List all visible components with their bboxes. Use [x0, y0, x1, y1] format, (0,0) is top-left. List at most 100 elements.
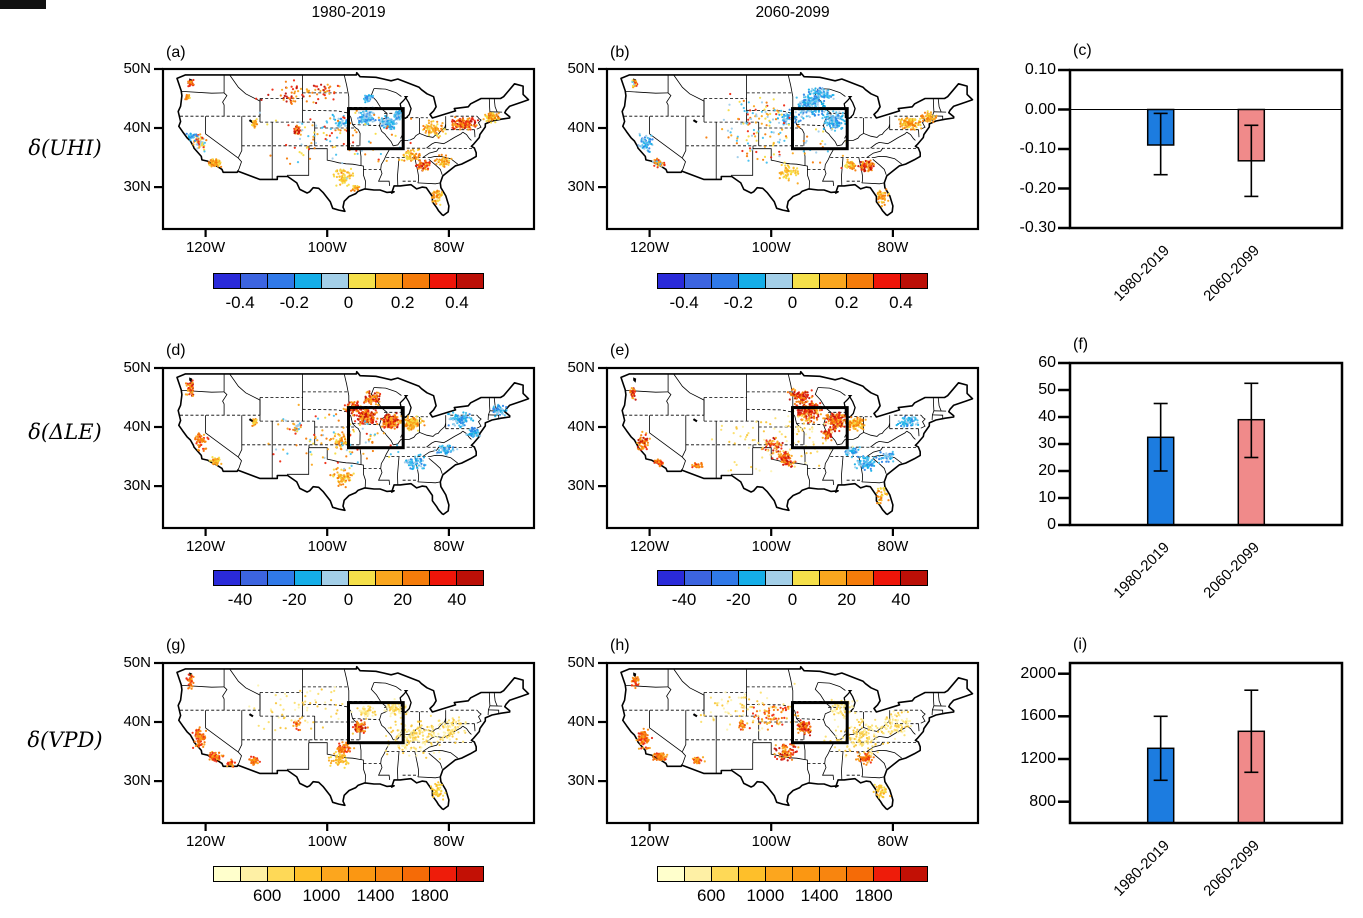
colorbar-segment — [685, 274, 712, 288]
bar-ytick-label: 10 — [1038, 489, 1056, 506]
bar-ytick-label: 1600 — [1020, 707, 1056, 725]
colorbar-strip — [213, 570, 484, 586]
lon-tick-label: 120W — [629, 239, 670, 256]
colorbar-tick-label: 20 — [393, 590, 413, 609]
lat-tick-label: 50N — [567, 60, 595, 77]
lat-tick-label: 40N — [567, 119, 595, 137]
colorbar-segment — [820, 867, 847, 881]
colorbar-tick-label: 0.4 — [889, 293, 913, 312]
colorbar-tick-label: -40 — [227, 590, 253, 609]
lat-tick-label: 40N — [567, 418, 595, 436]
colorbar-segment — [241, 571, 268, 585]
colorbar-tick-label: -0.2 — [279, 293, 309, 312]
colorbar-segment — [874, 274, 901, 288]
colorbar-segment — [685, 571, 712, 585]
colorbar-segment — [241, 274, 268, 288]
colorbar-segment — [457, 571, 483, 585]
lon-tick-label: 80W — [877, 833, 909, 850]
colorbar-strip — [657, 273, 928, 289]
lon-tick-label: 100W — [307, 239, 347, 256]
colorbar-tick-label: 0 — [343, 293, 354, 312]
bar-ytick-label: 50 — [1038, 381, 1056, 398]
colorbar-strip — [657, 570, 928, 586]
lon-tick-label: 80W — [877, 538, 909, 555]
panel-tag-f: (f) — [1073, 336, 1089, 353]
row-label-uhi: δ(UHI) — [28, 136, 102, 160]
lon-tick-label: 120W — [185, 833, 226, 850]
colorbar-tick-label: 0 — [343, 590, 354, 609]
colorbar-segment — [268, 867, 295, 881]
bar-ytick-label: 0 — [1047, 516, 1056, 533]
colorbar-segment — [658, 274, 685, 288]
lon-tick-label: 100W — [751, 538, 791, 555]
colorbar-tick-label: 1400 — [800, 886, 839, 905]
column-title-left: 1980-2019 — [311, 4, 386, 21]
colorbar-segment — [739, 867, 766, 881]
colorbar-segment — [658, 571, 685, 585]
row-label-vpd: δ(VPD) — [27, 728, 103, 752]
colorbar-vpd-left: 600 1000 1400 1800 — [213, 866, 484, 908]
colorbar-segment — [847, 274, 874, 288]
colorbar-segment — [874, 571, 901, 585]
colorbar-segment — [457, 867, 483, 881]
map-panel-b: 50N 40N 30N 120W 100W 80W — [555, 60, 985, 270]
lat-tick-label: 30N — [567, 178, 595, 196]
colorbar-segment — [403, 571, 430, 585]
colorbar-segment — [847, 867, 874, 881]
lon-tick-label: 100W — [307, 833, 347, 850]
colorbar-tick-label: 1000 — [302, 886, 341, 905]
colorbar-tick-label: 0.4 — [445, 293, 469, 312]
bar-ytick-label: -0.30 — [1019, 219, 1056, 236]
lon-tick-label: 80W — [877, 239, 909, 256]
lat-tick-label: 50N — [567, 359, 595, 376]
bar-ytick-label: -0.10 — [1019, 140, 1056, 157]
colorbar-tick-label: 1800 — [410, 886, 449, 905]
lat-tick-label: 40N — [567, 713, 595, 731]
colorbar-tick-label: 1800 — [854, 886, 893, 905]
colorbar-tick-label: -20 — [282, 590, 307, 609]
colorbar-segment — [214, 274, 241, 288]
colorbar-tick-label: 40 — [447, 590, 467, 609]
colorbar-tick-label: -40 — [671, 590, 697, 609]
colorbar-segment — [214, 867, 241, 881]
colorbar-tick-label: 0 — [787, 293, 798, 312]
colorbar-tick-label: 0.2 — [834, 293, 859, 312]
colorbar-segment — [403, 274, 430, 288]
colorbar-segment — [322, 274, 349, 288]
colorbar-tick-label: -20 — [726, 590, 751, 609]
colorbar-segment — [793, 867, 820, 881]
colorbar-segment — [739, 274, 766, 288]
map-panel-e: 50N 40N 30N 120W 100W 80W — [555, 359, 985, 569]
lat-tick-label: 30N — [567, 477, 595, 495]
row-label-le: δ(ΔLE) — [28, 420, 102, 444]
colorbar-uhi-left: -0.4 -0.2 0 0.2 0.4 — [213, 273, 484, 315]
lon-tick-label: 80W — [433, 239, 465, 256]
panel-tag-h: (h) — [610, 637, 630, 654]
colorbar-segment — [766, 274, 793, 288]
colorbar-vpd-right: 600 1000 1400 1800 — [657, 866, 928, 908]
colorbar-le-right: -40 -20 0 20 40 — [657, 570, 928, 612]
lat-tick-label: 30N — [123, 772, 151, 790]
panel-tag-i: (i) — [1073, 636, 1088, 653]
colorbar-segment — [430, 274, 457, 288]
colorbar-segment — [766, 867, 793, 881]
colorbar-segment — [295, 867, 322, 881]
colorbar-segment — [820, 274, 847, 288]
lat-tick-label: 30N — [123, 477, 151, 495]
colorbar-segment — [349, 867, 376, 881]
lat-tick-label: 40N — [123, 418, 151, 436]
colorbar-segment — [685, 867, 712, 881]
panel-tag-e: (e) — [610, 342, 630, 359]
colorbar-segment — [349, 571, 376, 585]
panel-tag-c: (c) — [1073, 42, 1092, 59]
column-title-right: 2060-2099 — [755, 4, 830, 21]
colorbar-segment — [376, 274, 403, 288]
lon-tick-label: 100W — [307, 538, 347, 555]
colorbar-segment — [901, 571, 927, 585]
colorbar-strip — [213, 866, 484, 882]
colorbar-segment — [268, 571, 295, 585]
bar-ytick-label: 0.10 — [1024, 61, 1056, 78]
lon-tick-label: 120W — [629, 538, 670, 555]
colorbar-tick-label: 1000 — [746, 886, 785, 905]
